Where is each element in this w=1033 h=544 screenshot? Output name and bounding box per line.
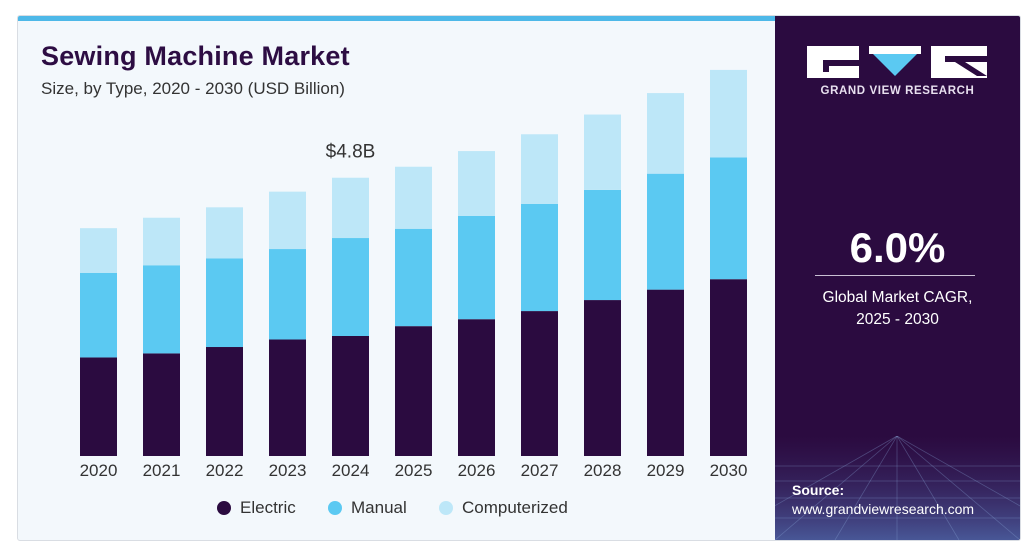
bar-segment-manual-2028 xyxy=(584,189,621,301)
bar-segment-computerized-2022 xyxy=(206,207,243,259)
bar-segment-manual-2024 xyxy=(332,238,369,336)
x-tick-label-2029: 2029 xyxy=(647,461,685,480)
bar-segment-manual-2029 xyxy=(647,173,684,290)
divider xyxy=(815,275,975,276)
legend-item-computerized: Computerized xyxy=(439,498,568,518)
bar-segment-electric-2028 xyxy=(584,300,621,456)
bar-segment-electric-2022 xyxy=(206,347,243,456)
bar-segment-manual-2025 xyxy=(395,228,432,327)
x-tick-label-2025: 2025 xyxy=(395,461,433,480)
stacked-bar-chart: 2020 2021 2022 2023 2024 $4.8B 2025 2026 2027 202… xyxy=(80,69,748,480)
x-tick-label-2028: 2028 xyxy=(584,461,622,480)
legend-label: Manual xyxy=(351,498,407,517)
bar-segment-electric-2025 xyxy=(395,326,432,456)
bar-segment-computerized-2028 xyxy=(584,114,621,190)
x-tick-label-2022: 2022 xyxy=(206,461,244,480)
bar-segment-computerized-2029 xyxy=(647,93,684,174)
chart-legend: Electric Manual Computerized xyxy=(18,498,775,520)
chart-title: Sewing Machine Market xyxy=(41,41,350,71)
x-tick-label-2024: 2024 xyxy=(332,461,370,480)
cagr-label: Global Market CAGR, 2025 - 2030 xyxy=(775,287,1020,331)
accent-bar xyxy=(18,16,775,21)
cagr-label-line2: 2025 - 2030 xyxy=(856,311,939,328)
bar-segment-computerized-2023 xyxy=(269,191,306,250)
cagr-value: 6.0% xyxy=(849,224,946,271)
x-tick-label-2020: 2020 xyxy=(80,461,118,480)
grid-decoration xyxy=(775,436,1020,540)
x-tick-label-2027: 2027 xyxy=(521,461,559,480)
chart-card: Sewing Machine Market Size, by Type, 202… xyxy=(17,15,1021,541)
gvr-logo-icon xyxy=(807,46,987,78)
circle-dot-icon xyxy=(439,501,453,515)
legend-item-electric: Electric xyxy=(217,498,296,518)
bar-segment-electric-2021 xyxy=(143,353,180,456)
bar-segment-computerized-2024 xyxy=(332,177,369,239)
bar-segment-computerized-2030 xyxy=(710,69,747,158)
source-url: www.grandviewresearch.com xyxy=(792,501,975,517)
bar-segment-manual-2027 xyxy=(521,203,558,312)
bar-segment-computerized-2020 xyxy=(80,228,117,273)
bar-segment-electric-2020 xyxy=(80,357,117,456)
bar-segment-computerized-2026 xyxy=(458,151,495,216)
bar-segment-manual-2021 xyxy=(143,265,180,354)
x-tick-label-2021: 2021 xyxy=(143,461,181,480)
circle-dot-icon xyxy=(328,501,342,515)
bar-segment-manual-2030 xyxy=(710,157,747,280)
annotation-label-2024: $4.8B xyxy=(326,142,376,163)
x-tick-label-2030: 2030 xyxy=(710,461,748,480)
x-tick-label-2026: 2026 xyxy=(458,461,496,480)
bar-segment-manual-2023 xyxy=(269,249,306,340)
bar-segment-electric-2029 xyxy=(647,289,684,456)
bar-segment-manual-2020 xyxy=(80,272,117,358)
circle-dot-icon xyxy=(217,501,231,515)
brand-name: GRAND VIEW RESEARCH xyxy=(820,85,975,97)
bar-segment-manual-2022 xyxy=(206,258,243,348)
bar-segment-computerized-2025 xyxy=(395,166,432,229)
legend-label: Computerized xyxy=(462,498,568,517)
bar-segment-electric-2030 xyxy=(710,279,747,456)
bar-segment-computerized-2021 xyxy=(143,217,180,266)
bar-segment-electric-2023 xyxy=(269,339,306,456)
chart-subtitle: Size, by Type, 2020 - 2030 (USD Billion) xyxy=(41,79,345,98)
bar-segment-electric-2024 xyxy=(332,336,369,456)
x-tick-label-2023: 2023 xyxy=(269,461,307,480)
legend-label: Electric xyxy=(240,498,296,517)
source-title: Source: xyxy=(792,482,845,498)
sidebar-panel: GRAND VIEW RESEARCH 6.0% Global Market C… xyxy=(775,16,1020,540)
cagr-label-line1: Global Market CAGR, xyxy=(822,289,973,306)
legend-item-manual: Manual xyxy=(328,498,407,518)
bar-segment-computerized-2027 xyxy=(521,134,558,204)
bar-segment-electric-2026 xyxy=(458,319,495,456)
bar-segment-manual-2026 xyxy=(458,216,495,320)
bar-segment-electric-2027 xyxy=(521,311,558,456)
